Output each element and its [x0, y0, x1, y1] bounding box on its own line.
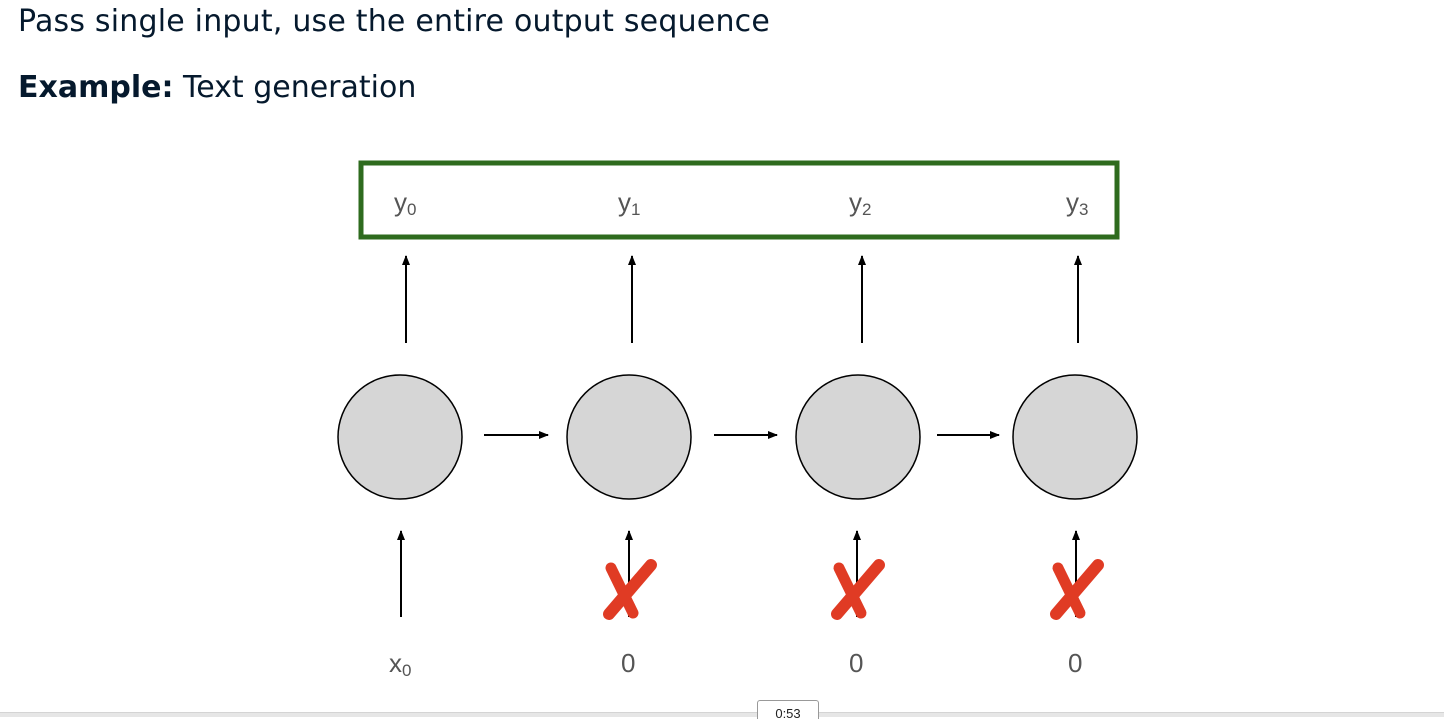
cross-stroke: [831, 559, 885, 620]
blocked-cross-icon: [1050, 559, 1104, 620]
output-label: y1: [618, 187, 640, 219]
video-progress-bar[interactable]: [0, 712, 1444, 717]
example-value: Text generation: [183, 70, 417, 105]
output-label: y2: [849, 187, 871, 219]
blocked-cross-icon: [831, 559, 885, 620]
page-title: Pass single input, use the entire output…: [18, 4, 771, 39]
output-label: y0: [394, 187, 416, 219]
blocked-cross-icon: [603, 559, 657, 620]
input-label: 0: [1068, 648, 1082, 678]
example-label: Example:: [18, 70, 174, 105]
input-label: 0: [849, 648, 863, 678]
video-timestamp: 0:53: [757, 700, 819, 719]
input-subscript: 0: [402, 661, 411, 680]
cross-stroke: [603, 559, 657, 620]
output-subscript: 3: [1079, 200, 1088, 219]
output-subscript: 1: [631, 200, 640, 219]
rnn-node: [337, 374, 463, 500]
output-subscript: 0: [407, 200, 416, 219]
output-label: y3: [1066, 187, 1088, 219]
rnn-node: [1012, 374, 1138, 500]
rnn-node: [795, 374, 921, 500]
output-subscript: 2: [862, 200, 871, 219]
example-line: Example: Text generation: [18, 70, 416, 105]
input-label: x0: [389, 648, 411, 680]
cross-stroke: [1050, 559, 1104, 620]
rnn-node: [566, 374, 692, 500]
output-sequence-box: [358, 160, 1120, 240]
input-label: 0: [621, 648, 635, 678]
